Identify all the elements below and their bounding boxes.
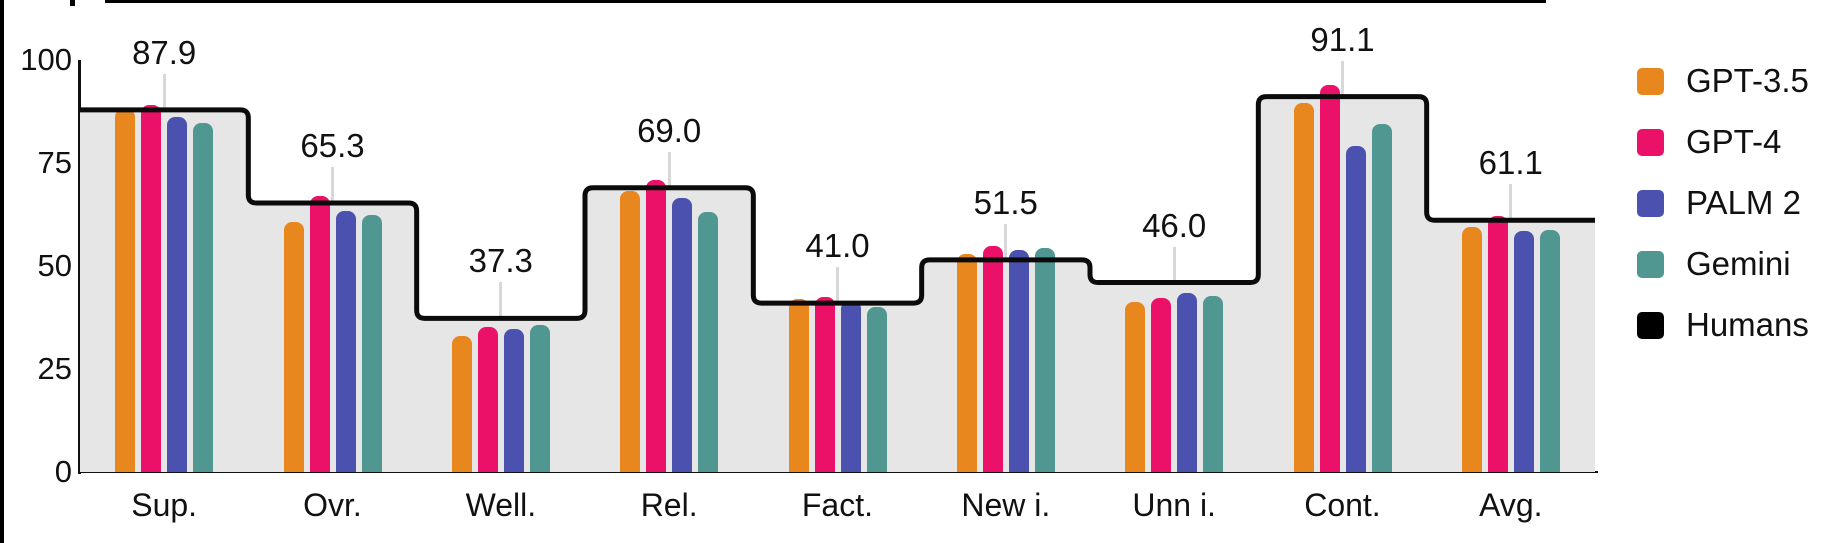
legend-label: GPT-3.5: [1686, 62, 1809, 100]
legend-label: GPT-4: [1686, 123, 1781, 161]
x-tick-label: Unn i.: [1090, 488, 1258, 522]
humans-value-label: 69.0: [599, 114, 739, 148]
humans-value-label: 87.9: [94, 36, 234, 70]
chart-legend: GPT-3.5 GPT-4 PALM 2 Gemini Humans: [1637, 61, 1837, 381]
y-tick-label: 75: [0, 146, 72, 180]
humans-value-label: 61.1: [1441, 146, 1581, 180]
legend-label: PALM 2: [1686, 184, 1801, 222]
axis-text-layer: 87.9 Sup. 65.3 Ovr. 37.3 Well. 69.0 Rel. 41.0 Fac…: [0, 0, 1839, 543]
x-tick-label: Ovr.: [248, 488, 416, 522]
x-tick-label: Cont.: [1258, 488, 1426, 522]
x-tick-label: Sup.: [80, 488, 248, 522]
legend-swatch-icon: [1637, 190, 1664, 217]
figure-canvas: 87.9 Sup. 65.3 Ovr. 37.3 Well. 69.0 Rel. 41.0 Fac…: [0, 0, 1839, 543]
y-tick-label: 25: [0, 352, 72, 386]
legend-swatch-icon: [1637, 312, 1664, 339]
legend-item-gpt-4: GPT-4: [1637, 122, 1781, 162]
humans-value-label: 37.3: [431, 244, 571, 278]
legend-swatch-icon: [1637, 68, 1664, 95]
humans-value-label: 51.5: [936, 186, 1076, 220]
legend-swatch-icon: [1637, 251, 1664, 278]
y-tick-label: 0: [0, 455, 72, 489]
legend-item-humans: Humans: [1637, 305, 1809, 345]
humans-value-label: 46.0: [1104, 209, 1244, 243]
legend-item-gpt-3-5: GPT-3.5: [1637, 61, 1809, 101]
legend-item-palm-2: PALM 2: [1637, 183, 1801, 223]
humans-value-label: 41.0: [768, 229, 908, 263]
x-tick-label: Avg.: [1427, 488, 1595, 522]
y-tick-label: 50: [0, 249, 72, 283]
legend-label: Humans: [1686, 306, 1809, 344]
legend-swatch-icon: [1637, 129, 1664, 156]
legend-label: Gemini: [1686, 245, 1791, 283]
x-tick-label: Well.: [417, 488, 585, 522]
legend-item-gemini: Gemini: [1637, 244, 1791, 284]
x-tick-label: New i.: [922, 488, 1090, 522]
y-tick-label: 100: [0, 43, 72, 77]
x-tick-label: Fact.: [753, 488, 921, 522]
humans-value-label: 91.1: [1273, 23, 1413, 57]
x-tick-label: Rel.: [585, 488, 753, 522]
humans-value-label: 65.3: [263, 129, 403, 163]
